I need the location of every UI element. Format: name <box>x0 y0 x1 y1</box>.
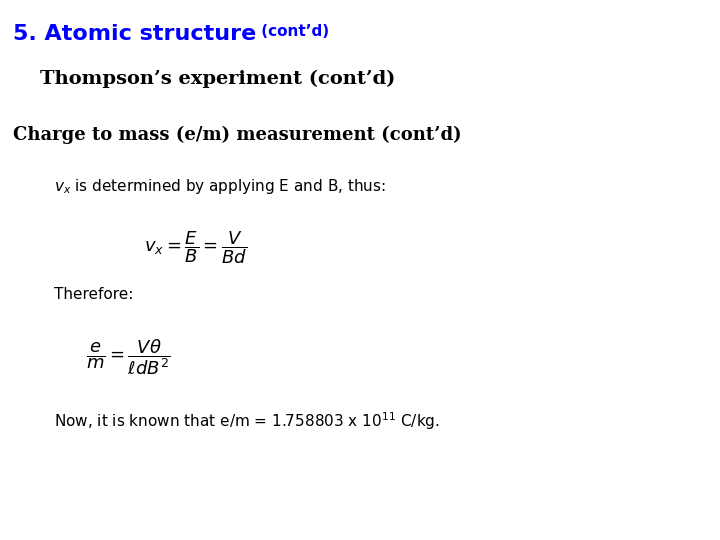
Text: Now, it is known that e/m = 1.758803 x 10$^{11}$ C/kg.: Now, it is known that e/m = 1.758803 x 1… <box>54 410 440 432</box>
Text: (cont’d): (cont’d) <box>256 24 329 39</box>
Text: $\dfrac{e}{m} = \dfrac{V\theta}{\ell d B^2}$: $\dfrac{e}{m} = \dfrac{V\theta}{\ell d B… <box>86 338 171 377</box>
Text: 5. Atomic structure: 5. Atomic structure <box>13 24 256 44</box>
Text: $v_x$ is determined by applying E and B, thus:: $v_x$ is determined by applying E and B,… <box>54 177 386 196</box>
Text: Thompson’s experiment (cont’d): Thompson’s experiment (cont’d) <box>40 70 395 89</box>
Text: Charge to mass (e/m) measurement (cont’d): Charge to mass (e/m) measurement (cont’d… <box>13 125 462 144</box>
Text: $v_x = \dfrac{E}{B} = \dfrac{V}{Bd}$: $v_x = \dfrac{E}{B} = \dfrac{V}{Bd}$ <box>144 230 247 266</box>
Text: Therefore:: Therefore: <box>54 287 133 302</box>
